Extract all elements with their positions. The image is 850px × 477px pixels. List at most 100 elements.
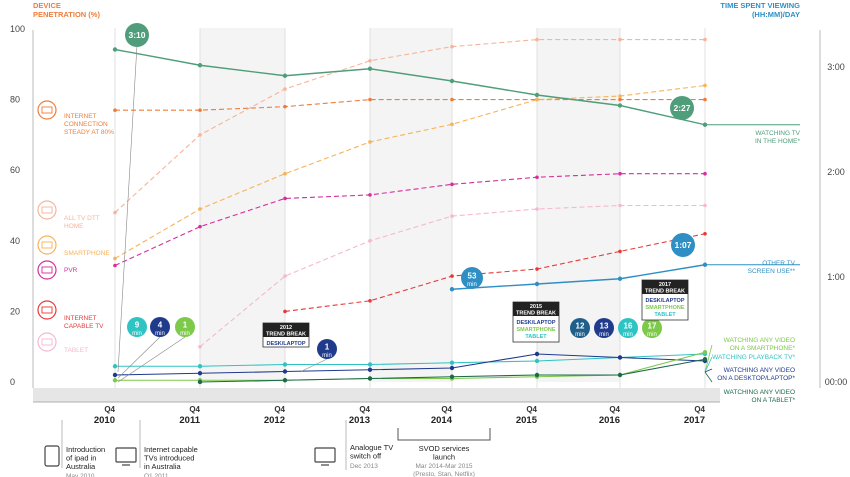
series-tablet-point	[368, 239, 372, 243]
series-tv-home-point	[197, 63, 203, 68]
badge-desktop-2010-unit: min	[155, 331, 165, 337]
left-axis-title: DEVICE	[33, 1, 61, 10]
series-tv-home-point	[534, 92, 540, 98]
series-pvr-line	[114, 173, 705, 267]
series-capable-tv-point	[283, 309, 287, 314]
event-ipad: Introduction	[66, 445, 105, 454]
series-desktop-line	[114, 353, 706, 376]
event-switch-off: switch off	[350, 452, 382, 461]
series-tv-home-point	[449, 78, 455, 84]
series-smartphone-point	[618, 94, 622, 98]
badge-desktop-2017-unit: min	[575, 332, 585, 338]
series-video-smartphone-point	[702, 350, 708, 355]
pvr-icon-glyph	[41, 266, 53, 274]
device-label-pvr: PVR	[64, 267, 78, 274]
x-quarter-label: Q4	[104, 405, 115, 414]
badge-tablet-2017-unit: min	[599, 332, 609, 338]
series-desktop-point	[112, 372, 118, 378]
series-internet-point	[368, 97, 372, 102]
event-svod-note: (Presto, Stan, Netflix)	[413, 471, 475, 477]
badge-playback-2017	[618, 318, 638, 338]
minor-leader	[704, 371, 713, 383]
right-tick-label: 1:00	[827, 272, 845, 282]
series-capable-tv-line	[284, 233, 706, 312]
internet-icon-glyph	[41, 106, 53, 114]
x-year-label: 2015	[516, 415, 538, 426]
series-pvr-point	[450, 182, 454, 187]
minor-leader	[704, 368, 713, 373]
badge-screen-start-value: 53	[468, 272, 477, 281]
series-tablet-point	[703, 203, 707, 208]
series-playback-point	[534, 358, 540, 364]
x-quarter-label: Q4	[609, 405, 620, 414]
left-tick-label: 100	[10, 24, 25, 34]
device-label-capable-tv: CAPABLE TV	[64, 323, 104, 330]
x-year-label: 2010	[94, 415, 115, 426]
right-tick-label: 2:00	[827, 167, 845, 177]
event-capable-tv: Internet capable	[144, 445, 198, 454]
series-tablet-point	[450, 214, 454, 218]
series-all-tv-point	[450, 44, 454, 49]
left-tick-label: 20	[10, 306, 20, 316]
event-ipad: of ipad in	[66, 454, 96, 463]
badge-desktop-2017-value: 12	[576, 322, 585, 331]
series-capable-tv-point	[450, 274, 454, 278]
badge-playback-2017-value: 16	[624, 322, 633, 331]
series-all-tv-point	[283, 87, 287, 91]
x-year-label: 2012	[264, 415, 285, 426]
series-internet-point	[198, 108, 202, 112]
minor-leader	[704, 344, 713, 373]
badge-tv-start-value: 3:10	[128, 30, 145, 40]
badge-leader	[299, 358, 328, 373]
badge-leader	[117, 44, 138, 373]
badge-smartphone-2010	[175, 317, 195, 337]
series-capable-tv-point	[618, 249, 622, 254]
series-smartphone-point	[450, 122, 454, 127]
smartphone-icon-glyph	[41, 241, 53, 249]
series-smartphone-point	[535, 97, 539, 102]
series-all-tv-point	[618, 37, 622, 42]
series-tv-home-point	[617, 103, 623, 108]
series-pvr-point	[113, 263, 117, 268]
trend-break-title: TREND BREAK	[266, 332, 306, 338]
series-desktop-point	[282, 369, 288, 374]
badge-tv-end-value: 2:27	[673, 103, 690, 113]
series-video-tablet-point	[534, 372, 540, 378]
series-internet-line	[115, 99, 705, 111]
right-label-video-desktop: ON A DESKTOP/LAPTOP*	[717, 375, 795, 382]
device-label-smartphone: SMARTPHONE	[64, 250, 110, 257]
x-year-label: 2013	[349, 415, 370, 426]
series-smartphone-point	[703, 83, 707, 88]
series-smartphone-point	[198, 207, 202, 211]
badge-leader	[117, 336, 186, 383]
x-axis-band	[33, 388, 720, 402]
trend-break-header	[263, 323, 309, 337]
series-video-tablet-point	[282, 378, 288, 383]
device-label-internet: INTERNET	[64, 113, 97, 120]
x-quarter-label: Q4	[694, 405, 705, 414]
right-tick-label: 00:00	[825, 377, 848, 387]
series-desktop-point	[534, 351, 540, 357]
series-desktop-point	[617, 355, 623, 360]
internet-icon	[37, 100, 57, 120]
x-year-label: 2011	[179, 415, 200, 426]
pvr-icon	[37, 260, 57, 280]
x-quarter-label: Q4	[359, 405, 370, 414]
right-label-playback: WATCHING PLAYBACK TV*	[712, 354, 795, 361]
series-playback-point	[197, 364, 203, 369]
event-switch-off: Analogue TV	[350, 443, 393, 452]
series-desktop-point	[367, 367, 373, 372]
left-tick-label: 0	[10, 377, 15, 387]
badge-tablet-2017	[594, 318, 614, 338]
series-all-tv-point	[113, 210, 117, 215]
trend-break-item: DESK/LAPTOP	[266, 341, 305, 347]
badge-screen-end-value: 1:07	[674, 240, 691, 250]
badge-desktop-2012	[317, 339, 337, 359]
badge-playback-2017-unit: min	[623, 332, 633, 338]
device-label-all-tv: ALL TV DTT	[64, 215, 100, 222]
badge-tablet-2017-value: 13	[600, 322, 609, 331]
series-playback-point	[367, 362, 373, 367]
series-tablet-point	[618, 203, 622, 208]
series-video-tablet-point	[702, 357, 708, 362]
